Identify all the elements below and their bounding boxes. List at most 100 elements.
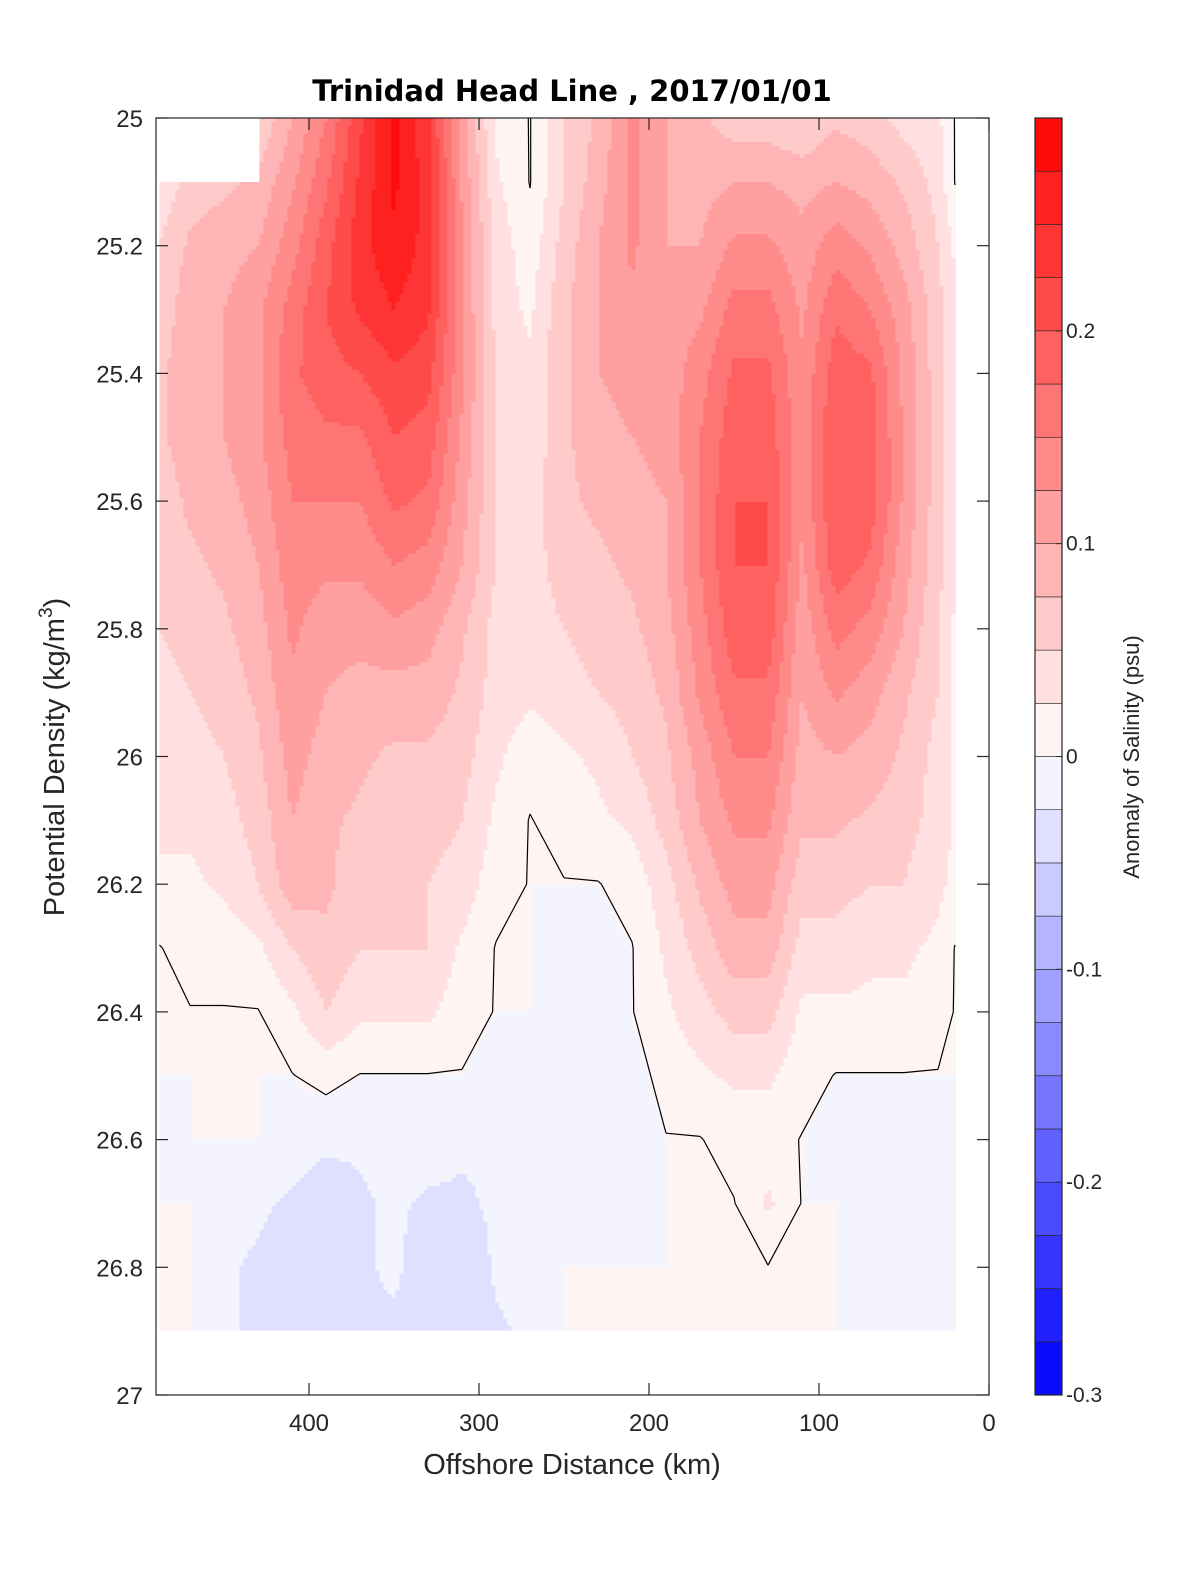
contour-fill-cell: [659, 830, 684, 835]
contour-fill-cell: [435, 446, 448, 451]
contour-fill-cell: [627, 262, 636, 267]
contour-fill-cell: [495, 390, 548, 395]
contour-fill-cell: [939, 678, 952, 683]
contour-fill-cell: [579, 498, 668, 503]
contour-fill-cell: [443, 334, 456, 339]
contour-fill-cell: [711, 122, 892, 127]
contour-fill-cell: [491, 218, 508, 223]
contour-fill-cell: [903, 450, 916, 455]
contour-fill-cell: [423, 406, 440, 411]
contour-fill-cell: [259, 746, 284, 751]
contour-fill-cell: [267, 794, 288, 799]
contour-fill-cell: [563, 138, 592, 143]
contour-fill-cell: [399, 118, 416, 123]
contour-fill-cell: [903, 726, 932, 731]
contour-fill-cell: [727, 734, 772, 739]
contour-fill-cell: [503, 198, 544, 203]
contour-fill-cell: [943, 470, 956, 475]
contour-fill-cell: [447, 318, 456, 323]
contour-fill-cell: [723, 634, 776, 639]
contour-fill-cell: [699, 326, 720, 331]
contour-fill-cell: [495, 546, 544, 551]
contour-fill-cell: [951, 694, 956, 699]
contour-fill-cell: [779, 314, 800, 319]
contour-fill-cell: [339, 198, 356, 203]
contour-fill-cell: [699, 482, 720, 487]
contour-fill-cell: [411, 418, 440, 423]
contour-fill-cell: [831, 570, 856, 575]
contour-fill-cell: [563, 122, 592, 127]
contour-fill-cell: [939, 594, 956, 599]
contour-fill-cell: [551, 310, 572, 315]
contour-fill-cell: [699, 706, 720, 711]
contour-fill-cell: [875, 502, 888, 507]
contour-fill-cell: [575, 470, 652, 475]
contour-fill-cell: [463, 394, 476, 399]
contour-fill-cell: [799, 702, 804, 707]
contour-fill-cell: [691, 338, 716, 343]
contour-fill-cell: [455, 690, 484, 695]
contour-fill-cell: [811, 398, 828, 403]
contour-fill-cell: [923, 794, 952, 799]
contour-fill-cell: [707, 302, 728, 307]
contour-fill-cell: [231, 618, 264, 623]
contour-fill-cell: [895, 554, 912, 559]
contour-fill-cell: [447, 226, 456, 231]
contour-fill-cell: [683, 490, 700, 495]
contour-fill-cell: [299, 798, 356, 803]
contour-fill-cell: [879, 158, 920, 163]
contour-fill-cell: [527, 330, 532, 335]
contour-fill-cell: [663, 706, 684, 711]
contour-fill-cell: [303, 146, 320, 151]
contour-fill-cell: [899, 262, 920, 267]
contour-fill-cell: [607, 182, 628, 187]
contour-fill-cell: [235, 790, 268, 795]
contour-fill-cell: [679, 678, 696, 683]
contour-fill-cell: [451, 838, 488, 843]
contour-fill-cell: [471, 206, 480, 211]
contour-fill-cell: [891, 770, 928, 775]
contour-fill-cell: [491, 274, 516, 279]
contour-fill-cell: [891, 662, 916, 667]
contour-fill-cell: [495, 566, 548, 571]
contour-fill-cell: [363, 586, 432, 591]
contour-fill-cell: [443, 474, 456, 479]
contour-fill-cell: [731, 370, 772, 375]
contour-fill-cell: [463, 342, 476, 347]
contour-fill-cell: [239, 486, 268, 491]
contour-fill-cell: [711, 354, 788, 359]
contour-fill-cell: [911, 146, 944, 151]
contour-fill-cell: [467, 626, 488, 631]
contour-fill-cell: [723, 806, 776, 811]
contour-fill-cell: [795, 202, 808, 207]
contour-fill-cell: [463, 322, 476, 327]
contour-fill-cell: [159, 650, 172, 655]
contour-fill-cell: [471, 442, 484, 447]
contour-fill-cell: [291, 498, 388, 503]
contour-fill-cell: [547, 378, 572, 383]
contour-fill-cell: [223, 398, 264, 403]
contour-fill-cell: [791, 482, 812, 487]
contour-fill-cell: [323, 126, 336, 131]
contour-fill-cell: [431, 454, 444, 459]
contour-fill-cell: [791, 666, 820, 671]
contour-fill-cell: [263, 750, 284, 755]
contour-fill-cell: [799, 326, 804, 331]
contour-fill-cell: [627, 742, 668, 747]
contour-fill-cell: [375, 266, 412, 271]
contour-fill-cell: [707, 210, 800, 215]
contour-fill-cell: [159, 646, 168, 651]
contour-fill-cell: [603, 218, 628, 223]
contour-fill-cell: [571, 318, 600, 323]
contour-fill-cell: [447, 262, 456, 267]
contour-fill-cell: [271, 186, 296, 191]
contour-fill-cell: [247, 846, 276, 851]
contour-fill-cell: [359, 170, 376, 175]
contour-fill-cell: [159, 298, 176, 303]
contour-fill-cell: [275, 118, 292, 123]
contour-fill-cell: [579, 658, 648, 663]
contour-fill-cell: [699, 518, 716, 523]
contour-fill-cell: [591, 682, 656, 687]
contour-fill-cell: [775, 594, 788, 599]
contour-fill-cell: [159, 606, 228, 611]
